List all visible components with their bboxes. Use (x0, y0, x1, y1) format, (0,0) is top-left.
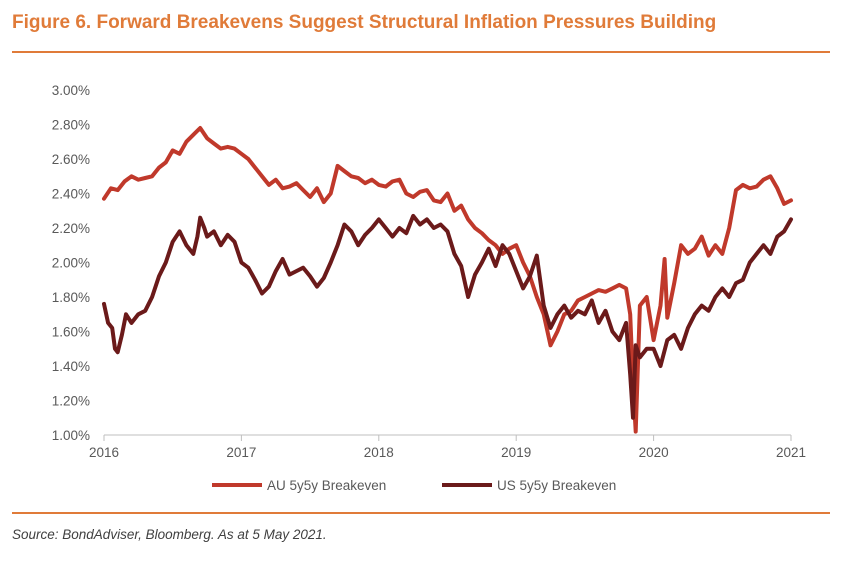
y-tick-label: 2.60% (52, 152, 90, 167)
x-axis: 2016 2017 2018 2019 2020 2021 (89, 434, 806, 460)
y-tick-label: 3.00% (52, 83, 90, 98)
x-tick-label: 2016 (89, 445, 119, 460)
figure-title: Figure 6. Forward Breakevens Suggest Str… (12, 12, 717, 33)
y-tick-label: 1.20% (52, 394, 90, 409)
y-tick-label: 1.00% (52, 428, 90, 443)
footer-rule (12, 512, 830, 514)
x-tick-label: 2020 (639, 445, 669, 460)
x-tick-label: 2017 (226, 445, 256, 460)
source-note: Source: BondAdviser, Bloomberg. As at 5 … (12, 527, 327, 542)
title-rule (12, 51, 830, 53)
series-lines (102, 126, 793, 434)
legend: AU 5y5y Breakeven US 5y5y Breakeven (212, 478, 616, 493)
breakeven-line-chart: 1.00% 1.20% 1.40% 1.60% 1.80% 2.00% 2.20% 2.40%… (52, 83, 806, 493)
x-tick-label: 2019 (501, 445, 531, 460)
y-tick-label: 2.20% (52, 221, 90, 236)
y-tick-label: 2.40% (52, 187, 90, 202)
y-tick-label: 2.00% (52, 256, 90, 271)
y-tick-label: 1.60% (52, 325, 90, 340)
au-breakeven-line (102, 126, 793, 434)
legend-label-au: AU 5y5y Breakeven (267, 478, 386, 493)
y-tick-label: 1.80% (52, 290, 90, 305)
legend-label-us: US 5y5y Breakeven (497, 478, 616, 493)
y-axis: 1.00% 1.20% 1.40% 1.60% 1.80% 2.00% 2.20% 2.40%… (52, 83, 90, 443)
y-tick-label: 1.40% (52, 359, 90, 374)
y-tick-label: 2.80% (52, 118, 90, 133)
x-tick-label: 2018 (364, 445, 394, 460)
us-breakeven-line (102, 213, 793, 420)
x-tick-label: 2021 (776, 445, 806, 460)
